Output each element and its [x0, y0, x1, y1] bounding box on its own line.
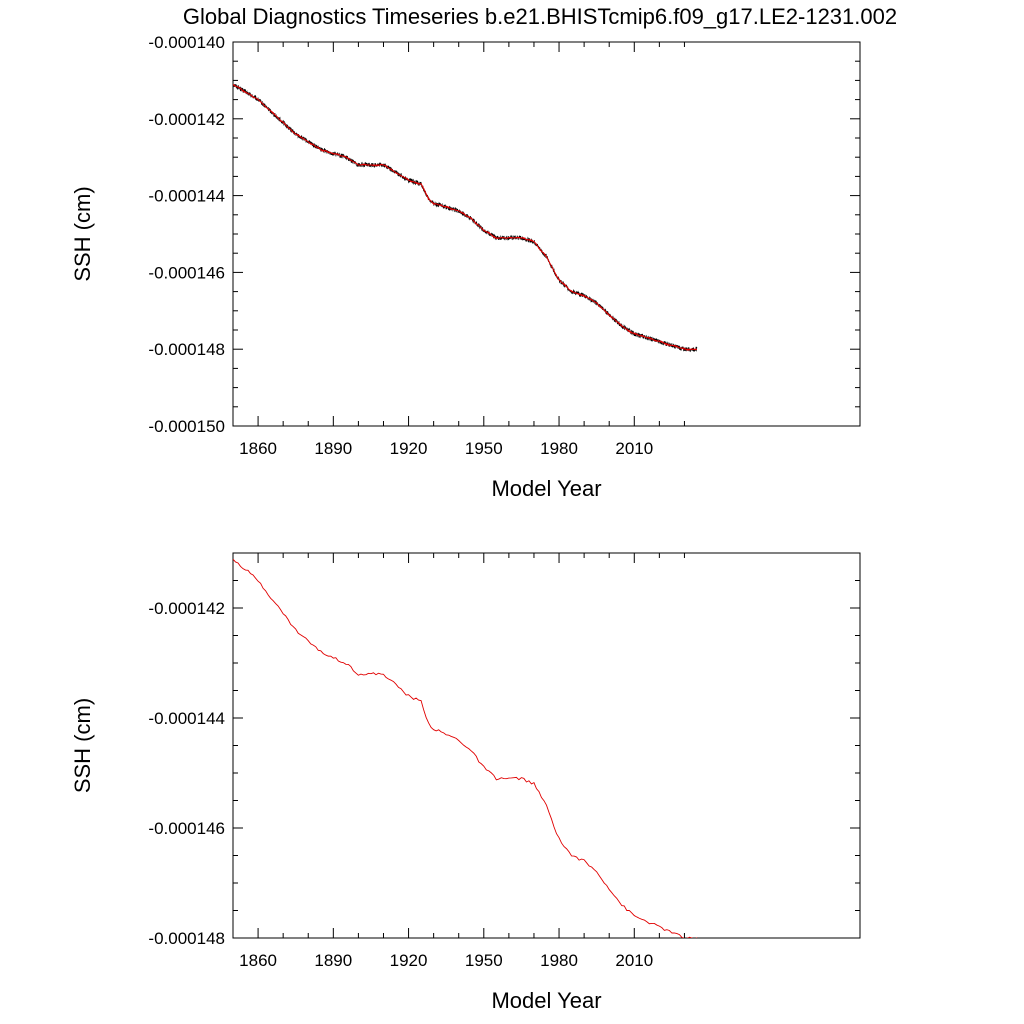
x-tick-label: 1860 — [239, 951, 277, 970]
page-title: Global Diagnostics Timeseries b.e21.BHIS… — [183, 4, 897, 29]
x-tick-label: 2010 — [615, 951, 653, 970]
series-line-annual — [233, 558, 698, 938]
y-tick-label: -0.000146 — [148, 819, 225, 838]
y-tick-label: -0.000150 — [148, 417, 225, 436]
bottom-panel: 1860 1890 1920 1950 1980 2010 -0.000142 -0.0001… — [70, 552, 861, 1013]
plot-frame — [232, 552, 861, 939]
y-tick-label: -0.000140 — [148, 33, 225, 52]
top-panel: 1860 1890 1920 1950 1980 2010 -0.000140 -0.0001… — [70, 33, 861, 501]
x-axis-label: Model Year — [491, 476, 601, 501]
x-tick-label: 1860 — [239, 439, 277, 458]
x-tick-label: 1920 — [390, 439, 428, 458]
series-line-annual — [233, 84, 698, 351]
y-tick-label: -0.000142 — [148, 110, 225, 129]
x-tick-label: 2010 — [615, 439, 653, 458]
x-tick-label: 1920 — [390, 951, 428, 970]
y-tick-label: -0.000146 — [148, 263, 225, 282]
x-tick-label: 1950 — [465, 439, 503, 458]
x-tick-label: 1890 — [314, 439, 352, 458]
y-tick-label: -0.000142 — [148, 599, 225, 618]
y-axis-label: SSH (cm) — [70, 186, 95, 281]
x-tick-label: 1890 — [314, 951, 352, 970]
plot-frame — [232, 41, 861, 427]
y-tick-label: -0.000144 — [148, 187, 225, 206]
x-tick-label: 1980 — [540, 951, 578, 970]
y-axis-label: SSH (cm) — [70, 698, 95, 793]
x-tick-label: 1980 — [540, 439, 578, 458]
y-tick-label: -0.000144 — [148, 709, 225, 728]
y-tick-label: -0.000148 — [148, 340, 225, 359]
x-axis-label: Model Year — [491, 988, 601, 1013]
y-tick-label: -0.000148 — [148, 929, 225, 948]
series-line-annual-overlay — [233, 83, 697, 350]
x-tick-label: 1950 — [465, 951, 503, 970]
series-line-monthly — [233, 84, 698, 353]
